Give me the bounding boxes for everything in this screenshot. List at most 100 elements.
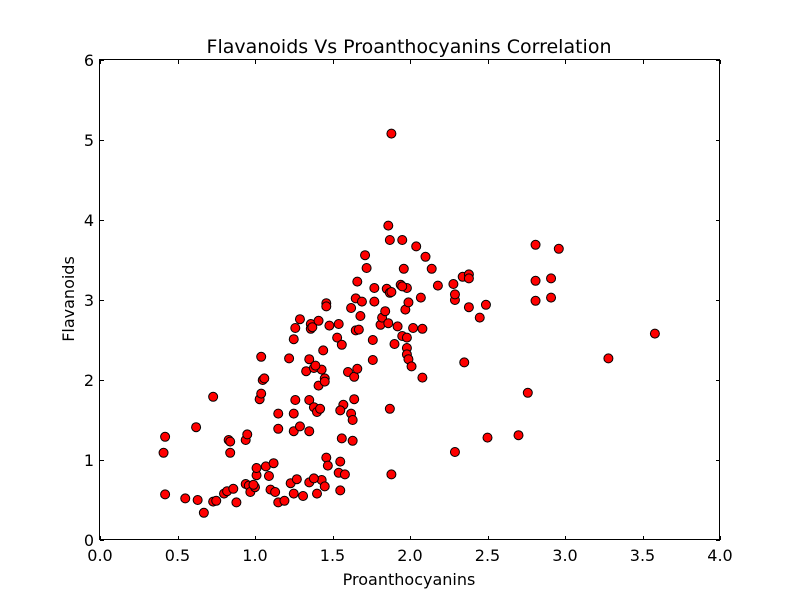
data-point <box>349 394 360 405</box>
data-point <box>482 432 493 443</box>
data-points <box>158 128 660 518</box>
data-point <box>386 128 397 139</box>
data-point <box>332 332 343 343</box>
data-point <box>553 243 564 254</box>
data-point <box>530 295 541 306</box>
data-point <box>360 250 371 261</box>
data-point <box>180 493 191 504</box>
data-point <box>367 335 378 345</box>
data-point <box>336 339 347 350</box>
x-tick-label: 0.5 <box>165 546 190 565</box>
data-point <box>225 447 236 458</box>
data-point <box>603 353 614 364</box>
data-point <box>270 487 281 497</box>
data-point <box>319 481 330 492</box>
data-point <box>546 292 557 303</box>
data-point <box>284 353 295 364</box>
data-point <box>273 408 284 419</box>
y-tick-label: 4 <box>84 211 94 230</box>
data-point <box>347 435 358 446</box>
data-point <box>480 299 491 310</box>
data-point <box>288 408 299 419</box>
data-point <box>530 239 541 250</box>
data-point <box>294 314 305 325</box>
data-point <box>403 297 414 308</box>
data-point <box>352 276 363 287</box>
data-point <box>383 318 394 329</box>
data-point <box>288 488 299 499</box>
data-point <box>335 485 346 496</box>
data-point <box>352 363 363 374</box>
data-point <box>273 423 284 434</box>
data-point <box>304 354 315 365</box>
x-axis-label: Proanthocyanins <box>343 570 476 589</box>
y-axis-label: Flavanoids <box>59 256 78 342</box>
data-point <box>392 321 403 332</box>
data-point <box>369 296 380 307</box>
data-point <box>426 263 437 274</box>
data-point <box>474 312 485 323</box>
data-point <box>290 323 301 333</box>
data-point <box>307 322 318 333</box>
data-point <box>304 426 315 437</box>
data-point <box>318 345 329 356</box>
x-tick-label: 1.0 <box>242 546 267 565</box>
data-point <box>432 280 443 291</box>
plot-frame <box>99 59 720 540</box>
data-point <box>319 376 330 387</box>
data-point <box>384 235 395 245</box>
data-point <box>315 403 326 414</box>
data-point <box>530 275 541 286</box>
data-point <box>291 474 302 485</box>
data-point <box>448 279 459 289</box>
data-point <box>347 415 358 425</box>
y-tick-label: 5 <box>84 131 94 150</box>
x-tick-label: 3.0 <box>552 546 577 565</box>
data-point <box>346 303 357 313</box>
x-tick-label: 1.5 <box>320 546 345 565</box>
x-tick-label: 3.5 <box>630 546 655 565</box>
data-point <box>398 263 409 274</box>
data-point <box>420 251 431 262</box>
y-tick-label: 0 <box>84 531 94 550</box>
data-point <box>335 456 346 467</box>
data-point <box>361 263 372 273</box>
data-point <box>294 421 305 432</box>
data-point <box>353 324 364 335</box>
data-point <box>336 433 347 444</box>
data-point <box>313 315 324 326</box>
data-point <box>513 430 524 441</box>
data-point <box>290 395 301 405</box>
data-point <box>288 334 299 345</box>
data-point <box>242 429 253 440</box>
data-point <box>401 332 412 343</box>
data-point <box>397 235 408 245</box>
data-point <box>367 355 378 365</box>
data-point <box>417 372 428 383</box>
data-point <box>160 431 171 442</box>
data-point <box>411 241 422 252</box>
y-tick-label: 6 <box>84 51 94 70</box>
y-tick-label: 1 <box>84 451 94 470</box>
data-point <box>158 447 169 458</box>
data-point <box>324 320 335 331</box>
data-point <box>415 292 426 303</box>
data-point <box>304 395 315 405</box>
data-point <box>192 495 203 505</box>
data-point <box>449 447 460 457</box>
data-point <box>449 289 460 300</box>
data-point <box>256 351 267 362</box>
data-point <box>355 311 366 321</box>
data-point <box>386 469 397 480</box>
data-point <box>321 452 332 463</box>
data-point <box>397 281 408 292</box>
data-point <box>546 273 557 284</box>
data-point <box>321 301 332 312</box>
data-point <box>459 357 470 368</box>
data-point <box>339 469 350 480</box>
chart-title: Flavanoids Vs Proanthocyanins Correlatio… <box>207 36 612 58</box>
data-point <box>298 491 309 501</box>
data-point <box>408 323 419 333</box>
data-point <box>386 287 397 297</box>
x-tick-label: 2.5 <box>475 546 500 565</box>
